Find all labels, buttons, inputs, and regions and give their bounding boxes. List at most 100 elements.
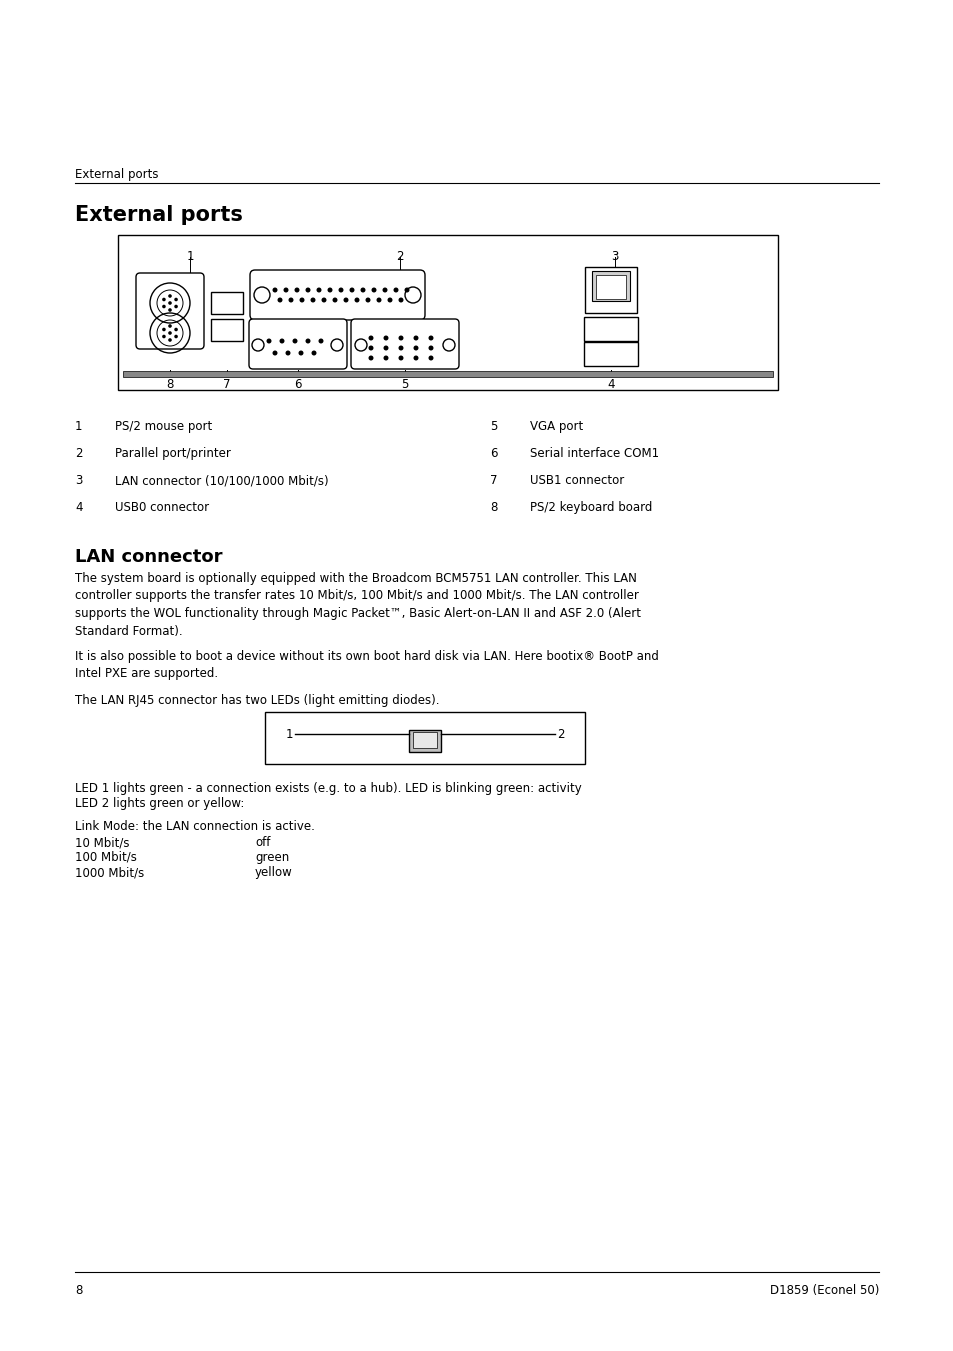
Text: LED 1 lights green - a connection exists (e.g. to a hub). LED is blinking green:: LED 1 lights green - a connection exists…: [75, 782, 581, 794]
Text: 1: 1: [285, 728, 293, 742]
Circle shape: [316, 288, 321, 293]
Text: green: green: [254, 851, 289, 865]
Circle shape: [305, 339, 310, 343]
Text: 100 Mbit/s: 100 Mbit/s: [75, 851, 136, 865]
Text: LAN connector (10/100/1000 Mbit/s): LAN connector (10/100/1000 Mbit/s): [115, 474, 328, 486]
Text: The LAN RJ45 connector has two LEDs (light emitting diodes).: The LAN RJ45 connector has two LEDs (lig…: [75, 694, 439, 707]
Text: 2: 2: [395, 250, 403, 263]
Bar: [118, 235, 778, 390]
Text: 3: 3: [75, 474, 82, 486]
Circle shape: [277, 297, 282, 303]
Text: D1859 (Econel 50): D1859 (Econel 50): [769, 1283, 878, 1297]
Text: It is also possible to boot a device without its own boot hard disk via LAN. Her: It is also possible to boot a device wit…: [75, 650, 659, 681]
Text: 10 Mbit/s: 10 Mbit/s: [75, 836, 130, 848]
Circle shape: [312, 350, 316, 355]
Text: USB0 connector: USB0 connector: [115, 501, 209, 513]
Circle shape: [398, 346, 403, 350]
Circle shape: [305, 288, 310, 293]
Circle shape: [428, 355, 433, 361]
Bar: [596, 276, 625, 299]
Circle shape: [398, 297, 403, 303]
Text: Parallel port/printer: Parallel port/printer: [115, 447, 231, 459]
Text: off: off: [254, 836, 270, 848]
Text: External ports: External ports: [75, 168, 158, 181]
Text: 8: 8: [75, 1283, 82, 1297]
Text: 8: 8: [166, 378, 173, 390]
Circle shape: [174, 305, 177, 308]
Bar: [265, 712, 584, 765]
Circle shape: [162, 297, 166, 301]
Circle shape: [428, 346, 433, 350]
Text: 5: 5: [490, 420, 497, 434]
Circle shape: [321, 297, 326, 303]
Circle shape: [285, 350, 291, 355]
Text: VGA port: VGA port: [530, 420, 582, 434]
Circle shape: [413, 355, 418, 361]
Text: External ports: External ports: [75, 205, 243, 226]
Text: LED 2 lights green or yellow:: LED 2 lights green or yellow:: [75, 797, 244, 811]
Circle shape: [168, 295, 172, 297]
Circle shape: [360, 288, 365, 293]
Circle shape: [299, 297, 304, 303]
Circle shape: [404, 288, 409, 293]
Circle shape: [413, 346, 418, 350]
Text: 1: 1: [186, 250, 193, 263]
Text: 3: 3: [611, 250, 618, 263]
Text: 4: 4: [75, 501, 82, 513]
Circle shape: [162, 305, 166, 308]
Circle shape: [273, 288, 277, 293]
Circle shape: [283, 288, 288, 293]
Circle shape: [318, 339, 323, 343]
Text: USB1 connector: USB1 connector: [530, 474, 623, 486]
Circle shape: [162, 335, 166, 338]
Circle shape: [413, 335, 418, 340]
Bar: [123, 372, 772, 377]
Circle shape: [279, 339, 284, 343]
Circle shape: [168, 301, 172, 305]
Bar: [413, 732, 436, 748]
Circle shape: [174, 328, 177, 331]
Circle shape: [371, 288, 376, 293]
Text: The system board is optionally equipped with the Broadcom BCM5751 LAN controller: The system board is optionally equipped …: [75, 571, 640, 638]
FancyBboxPatch shape: [351, 319, 458, 369]
Circle shape: [382, 288, 387, 293]
Bar: [409, 730, 440, 753]
Text: 5: 5: [401, 378, 408, 390]
Circle shape: [383, 355, 388, 361]
Circle shape: [428, 335, 433, 340]
Circle shape: [383, 335, 388, 340]
Circle shape: [174, 335, 177, 338]
Text: 7: 7: [223, 378, 231, 390]
Circle shape: [168, 324, 172, 328]
Text: PS/2 keyboard board: PS/2 keyboard board: [530, 501, 652, 513]
Bar: [584, 267, 637, 313]
Text: 6: 6: [294, 378, 301, 390]
Circle shape: [368, 335, 374, 340]
Circle shape: [294, 288, 299, 293]
Text: LAN connector: LAN connector: [75, 549, 222, 566]
Circle shape: [174, 297, 177, 301]
Circle shape: [338, 288, 343, 293]
FancyBboxPatch shape: [211, 292, 243, 313]
Circle shape: [168, 308, 172, 312]
Circle shape: [383, 346, 388, 350]
Circle shape: [288, 297, 294, 303]
FancyBboxPatch shape: [136, 273, 204, 349]
Circle shape: [293, 339, 297, 343]
Circle shape: [266, 339, 272, 343]
Text: 1000 Mbit/s: 1000 Mbit/s: [75, 866, 144, 880]
Circle shape: [387, 297, 392, 303]
FancyBboxPatch shape: [211, 319, 243, 340]
Circle shape: [355, 297, 359, 303]
Text: 4: 4: [607, 378, 614, 390]
Circle shape: [365, 297, 370, 303]
Text: 2: 2: [75, 447, 82, 459]
Text: 1: 1: [75, 420, 82, 434]
Circle shape: [162, 328, 166, 331]
Circle shape: [368, 355, 374, 361]
Circle shape: [343, 297, 348, 303]
FancyBboxPatch shape: [249, 319, 347, 369]
Circle shape: [298, 350, 303, 355]
Text: Serial interface COM1: Serial interface COM1: [530, 447, 659, 459]
Circle shape: [393, 288, 398, 293]
